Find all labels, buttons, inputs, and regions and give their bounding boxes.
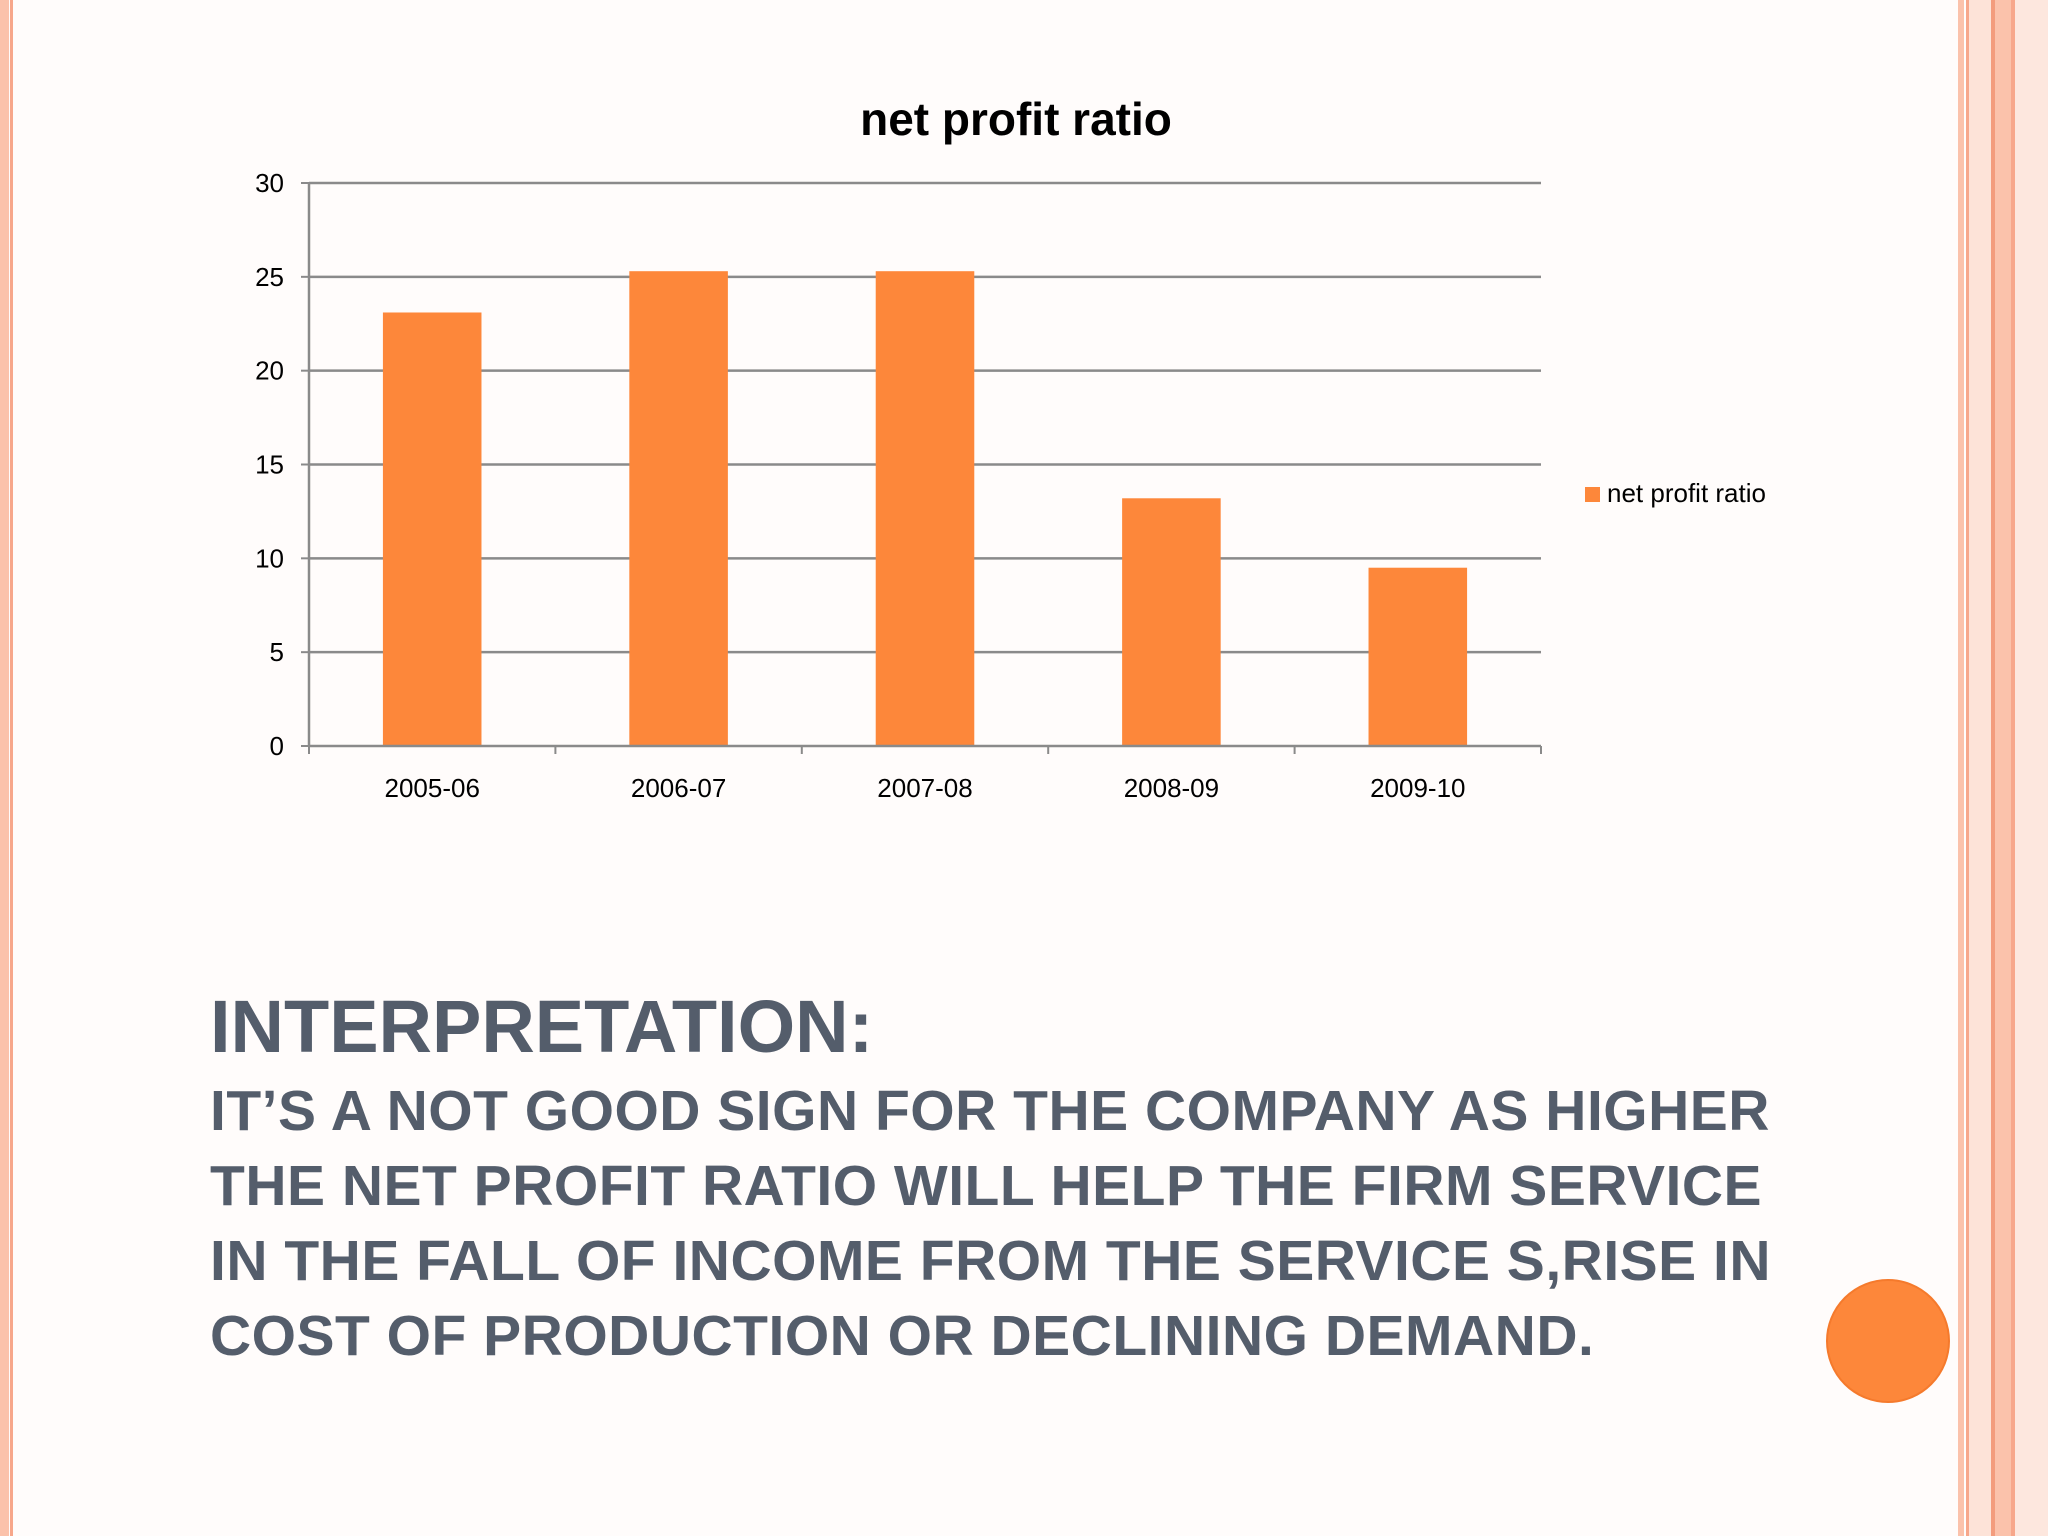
left-border: [0, 0, 14, 1536]
decorative-circle: [1826, 1279, 1950, 1403]
bar: [1122, 498, 1221, 746]
right-border: [1958, 0, 2048, 1536]
x-tick-label: 2007-08: [877, 773, 972, 803]
right-border-stripe: [2015, 0, 2048, 1536]
x-tick-label: 2008-09: [1124, 773, 1219, 803]
interpretation-text: IT’S A NOT GOOD SIGN FOR THE COMPANY AS …: [210, 1079, 1772, 1368]
right-border-stripe: [1966, 0, 1969, 1536]
bar: [1368, 567, 1468, 746]
right-border-stripe: [1995, 0, 2011, 1536]
x-tick-label: 2006-07: [631, 773, 726, 803]
y-tick-label: 25: [255, 262, 284, 292]
bar: [382, 312, 482, 746]
bars: [382, 271, 1468, 746]
y-tick-label: 30: [255, 168, 284, 198]
right-border-stripe: [1958, 0, 1964, 1536]
right-border-stripe: [1991, 0, 1995, 1536]
y-tick-label: 0: [270, 731, 284, 761]
y-axis-ticks: 0 5 10 15 20 25 30: [255, 168, 309, 761]
x-axis-ticks: 2005-06 2006-07 2007-08 2008-09 2009-10: [308, 746, 1542, 803]
chart-title: net profit ratio: [860, 93, 1172, 145]
x-tick-label: 2005-06: [384, 773, 479, 803]
y-tick-label: 5: [270, 637, 284, 667]
x-tick-label: 2009-10: [1370, 773, 1465, 803]
left-border-stripe: [0, 0, 9, 1536]
left-border-line: [10, 0, 13, 1536]
interpretation-block: INTERPRETATION: IT’S A NOT GOOD SIGN FOR…: [210, 990, 1830, 1374]
right-border-stripe: [2011, 0, 2015, 1536]
legend: net profit ratio: [1585, 478, 1766, 508]
y-tick-label: 20: [255, 356, 284, 386]
legend-label: net profit ratio: [1607, 478, 1766, 508]
legend-swatch: [1585, 487, 1600, 502]
y-tick-label: 15: [255, 450, 284, 480]
bar: [629, 271, 728, 746]
bar: [875, 271, 975, 746]
interpretation-heading: INTERPRETATION:: [210, 985, 874, 1068]
y-tick-label: 10: [255, 543, 284, 573]
right-border-stripe: [1969, 0, 1991, 1536]
